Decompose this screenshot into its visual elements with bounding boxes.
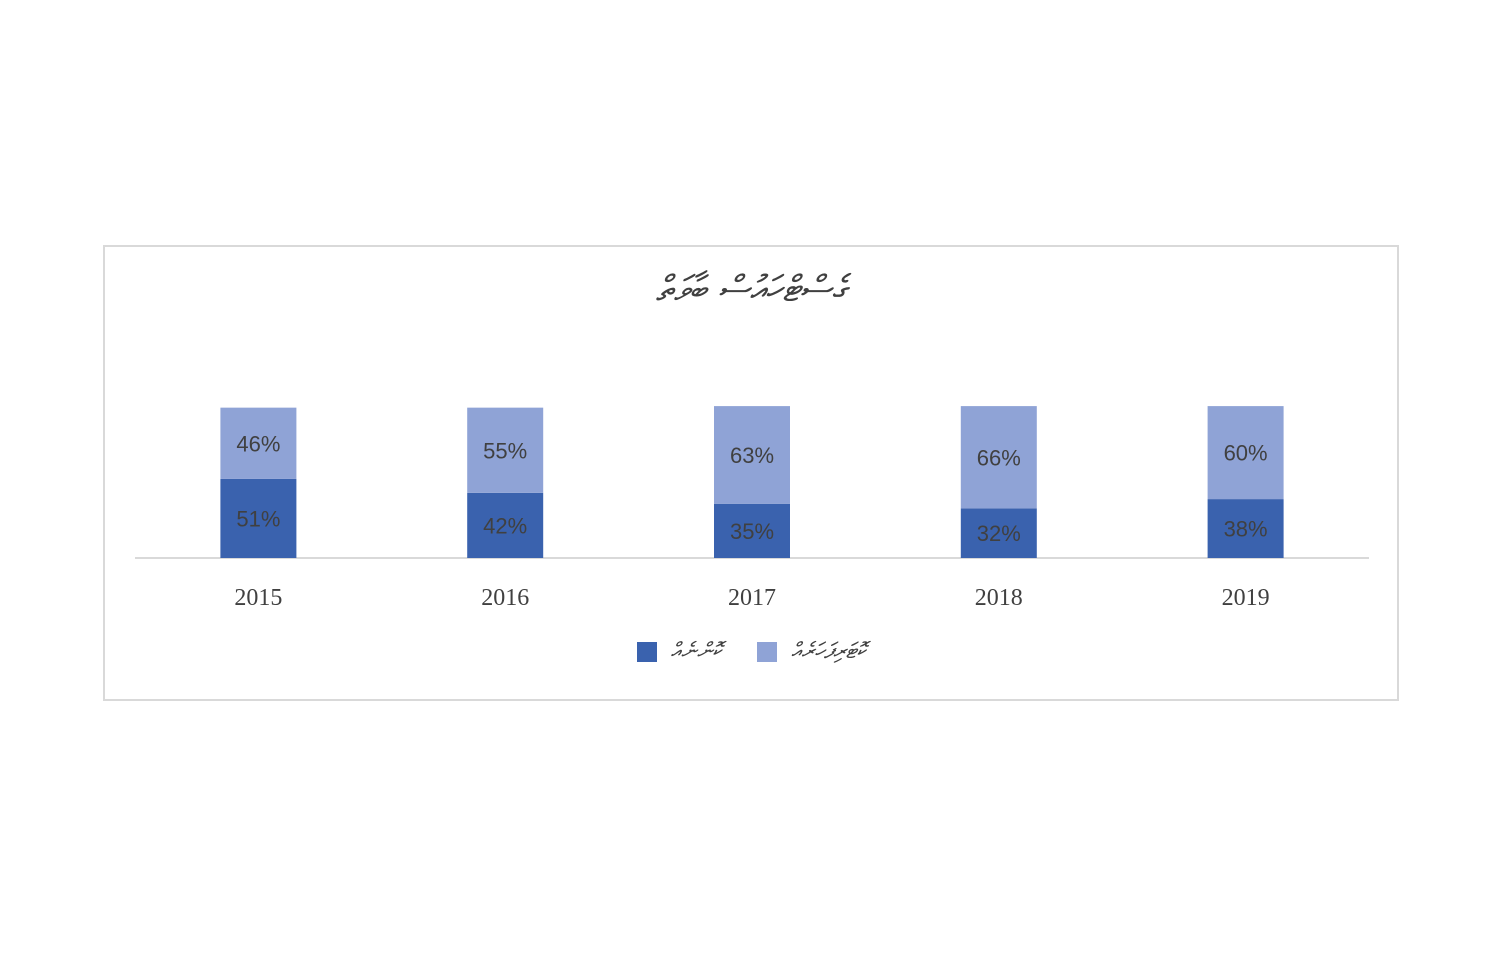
data-label-series-1-2016: 55%: [483, 438, 527, 463]
legend-label-series-0: ކޮންނެއް: [670, 639, 722, 664]
x-tick-label-2017: 2017: [728, 585, 776, 611]
chart-frame: ގެސްޓްހައުސް ބާވަތް 51% 46% 2015 42% 55% 2016…: [103, 245, 1399, 701]
bar-series-0-2017: [714, 503, 790, 558]
data-label-series-1-2017: 63%: [730, 443, 774, 468]
data-label-series-0-2019: 38%: [1224, 517, 1268, 542]
data-label-series-0-2017: 35%: [730, 519, 774, 544]
x-tick-label-2019: 2019: [1222, 585, 1270, 611]
bar-series-1-2015: [220, 407, 297, 479]
x-tick-label-2015: 2015: [234, 585, 282, 611]
data-label-series-0-2018: 32%: [977, 521, 1021, 546]
bar-series-1-2018: [960, 406, 1037, 509]
data-label-series-1-2015: 46%: [236, 431, 280, 456]
x-tick-label-2016: 2016: [481, 585, 529, 611]
data-label-series-1-2019: 60%: [1224, 441, 1268, 466]
legend: ކޮންނެއް ކޮޓަރިފަހަރެއް: [105, 639, 1397, 664]
bar-series-0-2018: [960, 508, 1037, 558]
data-label-series-0-2015: 51%: [236, 506, 280, 531]
chart-title: ގެސްޓްހައުސް ބާވަތް: [655, 269, 847, 310]
bar-series-0-2016: [467, 492, 544, 558]
chart-svg: 51% 46% 2015 42% 55% 2016 35% 63% 2017 32% 66% 2018…: [135, 406, 1369, 611]
bar-series-1-2017: [714, 406, 790, 504]
data-label-series-1-2018: 66%: [977, 445, 1021, 470]
legend-item-series-1: ކޮޓަރިފަހަރެއް: [757, 639, 865, 664]
legend-item-series-0: ކޮންނެއް: [636, 639, 722, 664]
bar-series-0-2015: [220, 478, 297, 558]
legend-swatch-series-0: [636, 641, 657, 662]
bar-series-0-2019: [1207, 499, 1284, 558]
x-tick-label-2018: 2018: [975, 585, 1023, 611]
data-label-series-0-2016: 42%: [483, 513, 527, 538]
bar-series-1-2019: [1207, 406, 1284, 500]
legend-label-series-1: ކޮޓަރިފަހަރެއް: [791, 639, 866, 664]
bar-series-1-2016: [467, 407, 544, 493]
legend-swatch-series-1: [757, 641, 778, 662]
